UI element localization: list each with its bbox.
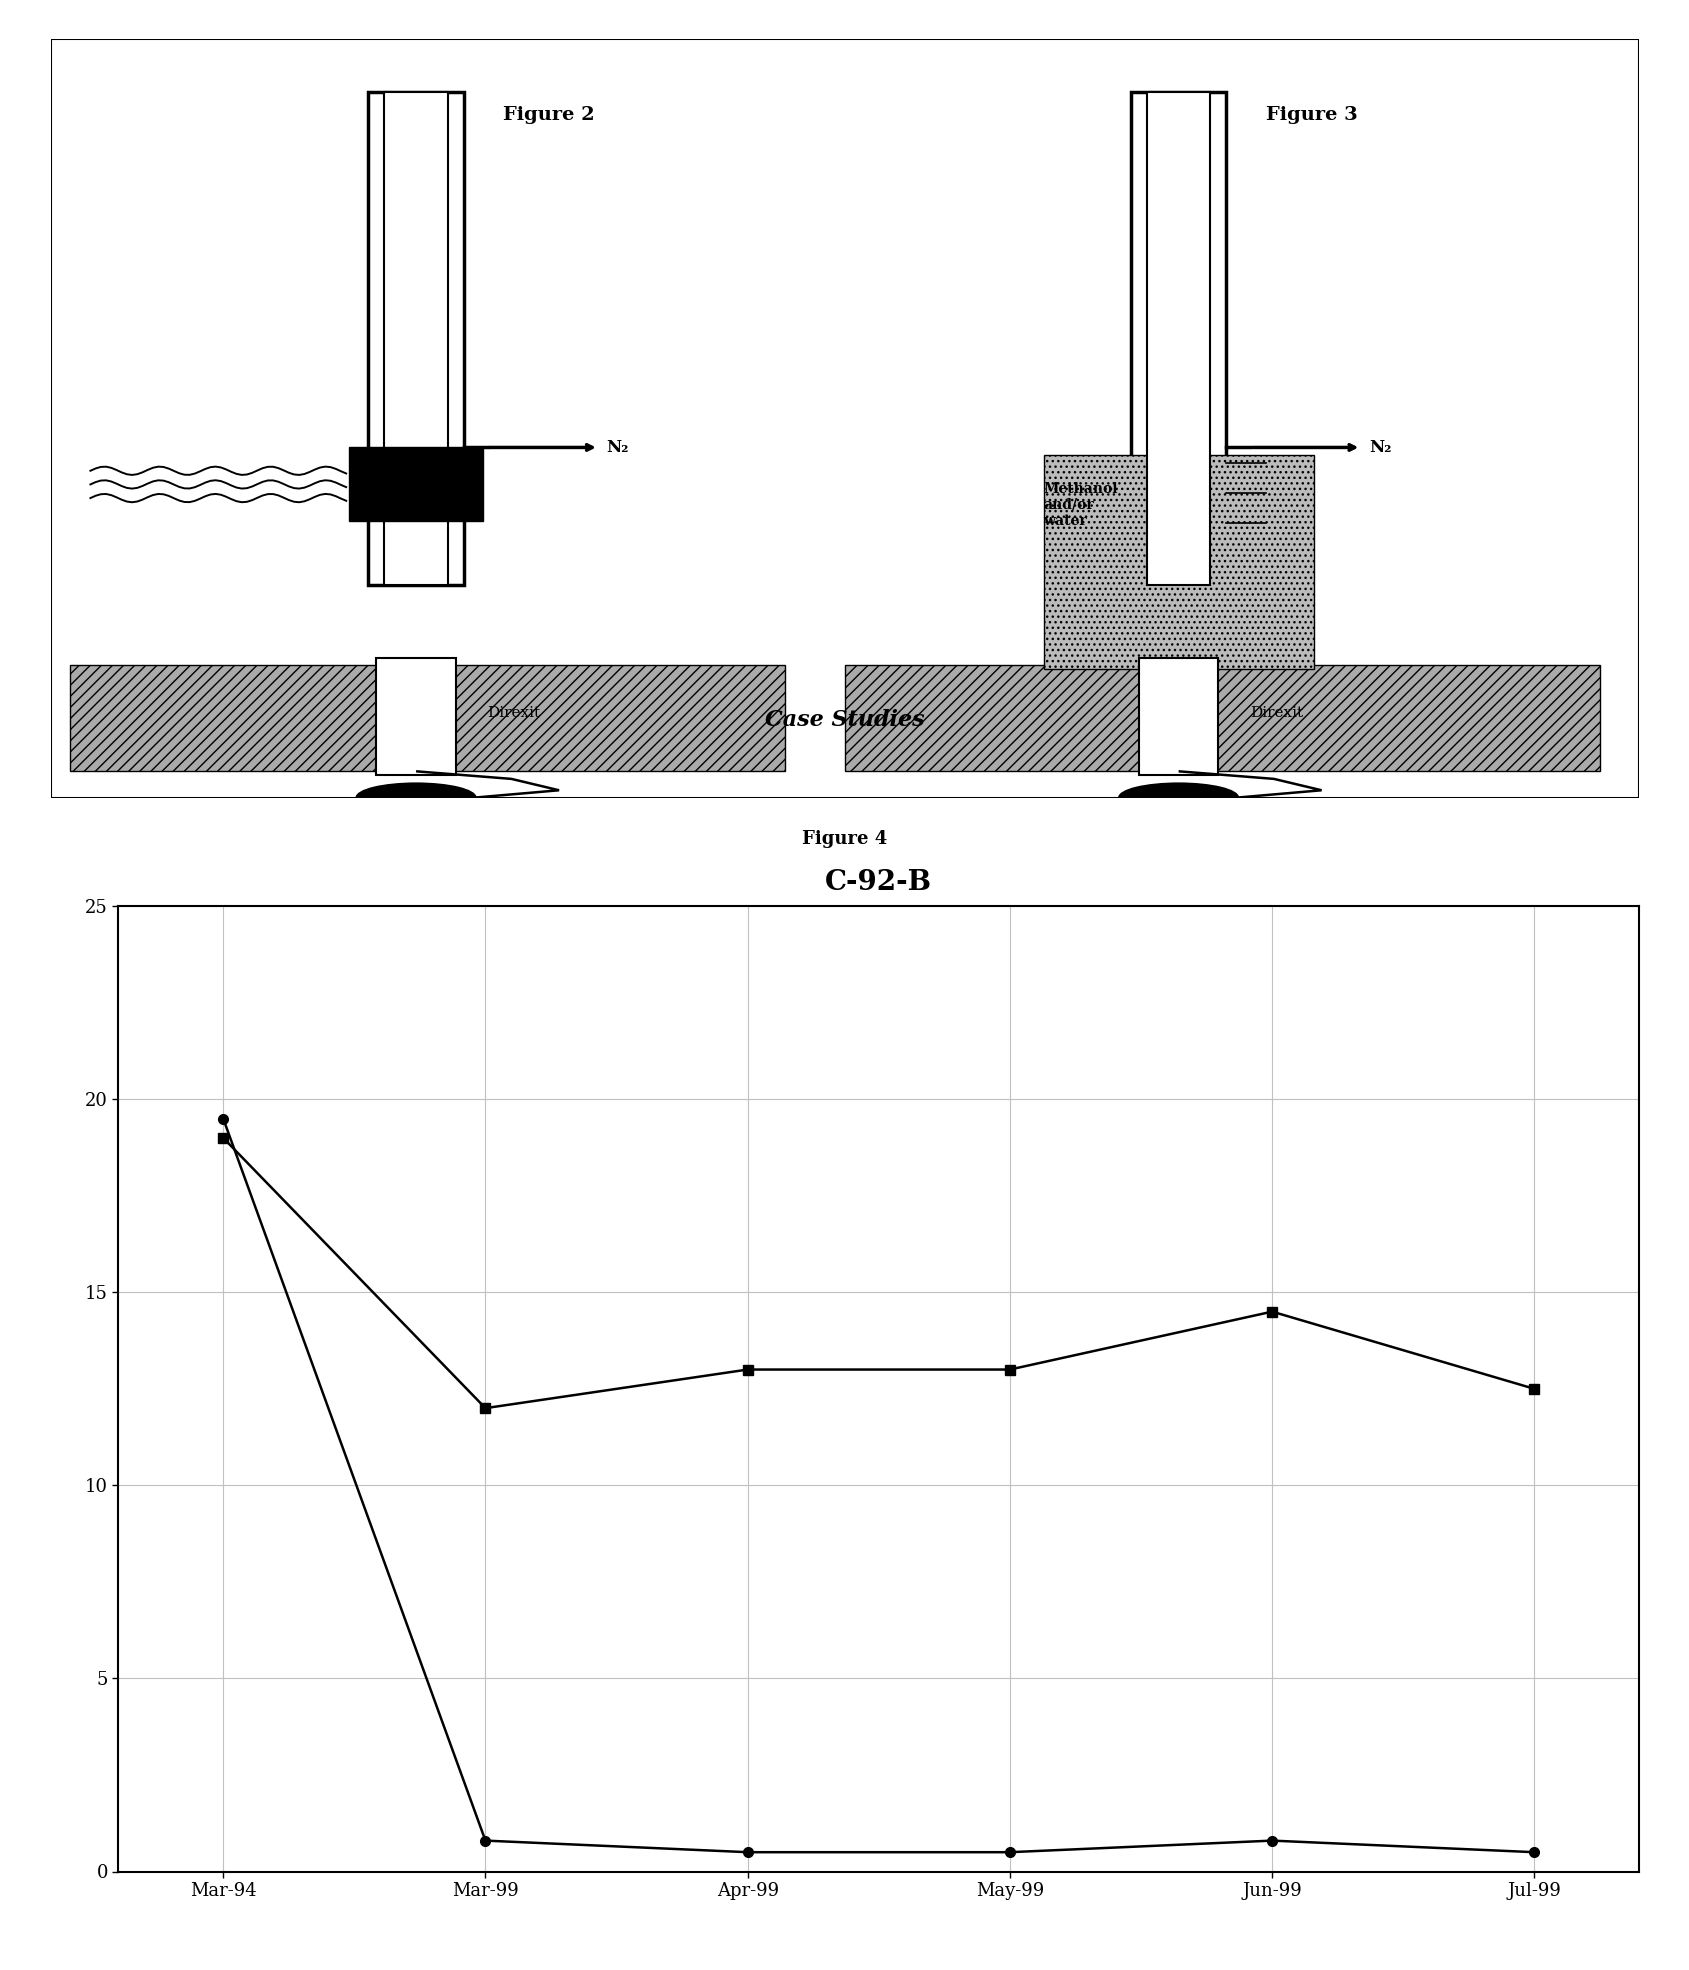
Bar [69,666,784,772]
Gas Daily (E3m3/d) [1262,1300,1282,1324]
Text: Figure 3: Figure 3 [1265,106,1356,124]
Text: Case Studies: Case Studies [765,709,924,731]
Bar [383,93,448,585]
Gas Daily (E3m3/d) [1523,1377,1544,1401]
Water Daily (m3/d) [1262,1828,1282,1852]
Bar [1130,93,1226,585]
Line: Gas Daily (E3m3/d): Gas Daily (E3m3/d) [218,1133,1539,1412]
Bar [1138,658,1218,774]
Bar [844,666,1599,772]
Bar [350,447,483,522]
Gas Daily (E3m3/d) [736,1357,757,1381]
Text: Direxit: Direxit [1250,705,1302,719]
Water Daily (m3/d) [1000,1840,1020,1864]
Text: Figure 4: Figure 4 [802,829,887,849]
Gas Daily (E3m3/d) [213,1127,233,1150]
Bar [1044,455,1312,670]
Text: N₂: N₂ [1368,439,1390,455]
Water Daily (m3/d) [213,1107,233,1131]
Text: N₂: N₂ [606,439,628,455]
Text: Figure 2: Figure 2 [503,106,595,124]
Gas Daily (E3m3/d) [475,1397,495,1420]
Title: C-92-B: C-92-B [824,869,932,896]
Bar [377,658,456,774]
Line: Water Daily (m3/d): Water Daily (m3/d) [218,1113,1539,1858]
Bar [1147,93,1209,585]
Text: Methanol
and/or
water: Methanol and/or water [1044,481,1118,528]
Ellipse shape [1118,784,1238,812]
Ellipse shape [356,784,475,812]
Water Daily (m3/d) [1523,1840,1544,1864]
Water Daily (m3/d) [736,1840,757,1864]
Text: Direxit: Direxit [488,705,540,719]
Water Daily (m3/d) [475,1828,495,1852]
Gas Daily (E3m3/d) [1000,1357,1020,1381]
Bar [368,93,463,585]
